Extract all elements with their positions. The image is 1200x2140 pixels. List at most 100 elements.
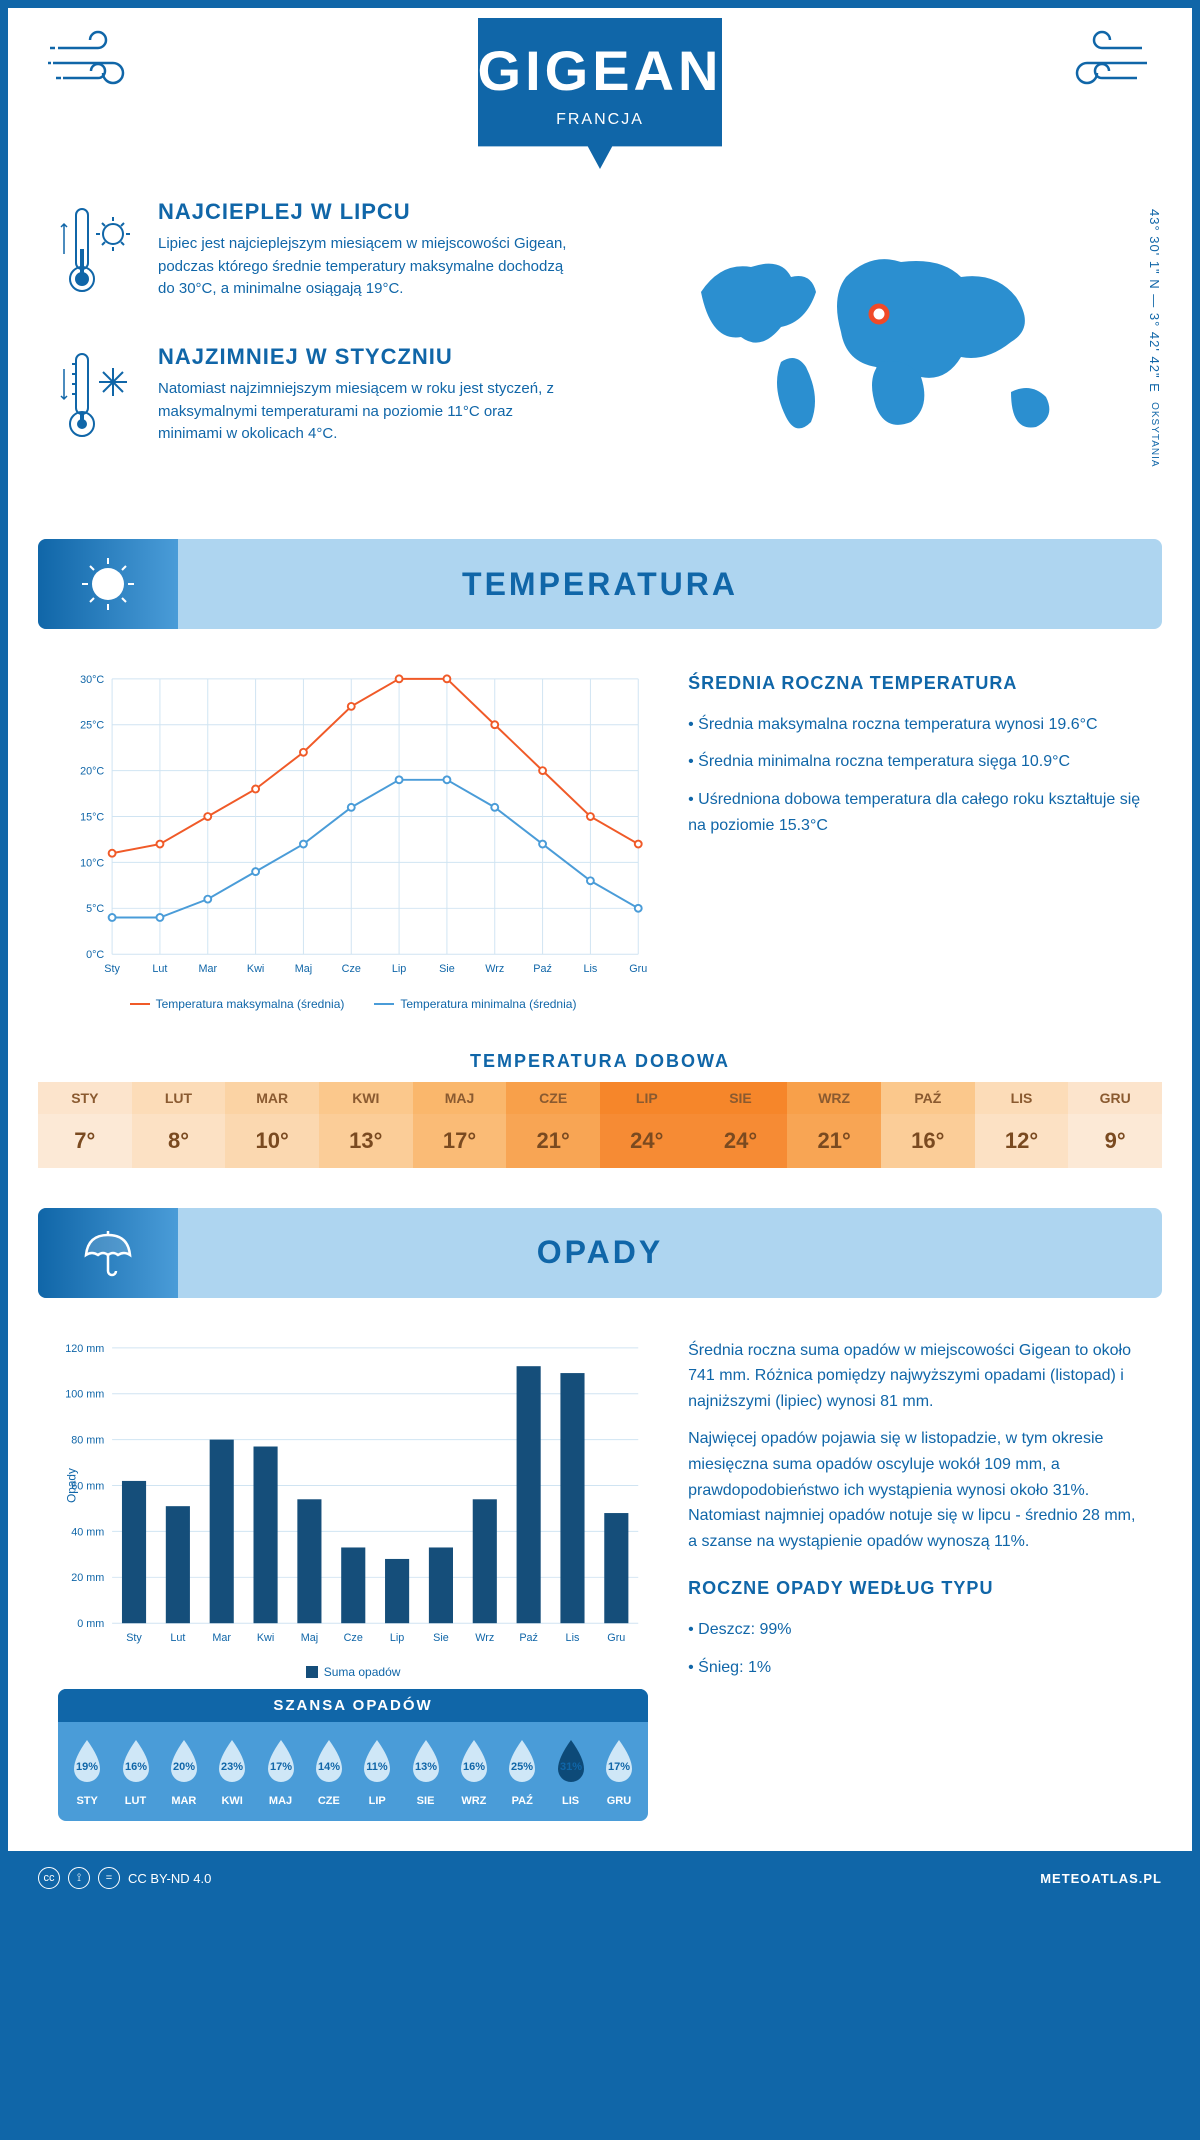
- rain-drop: 17% MAJ: [256, 1736, 304, 1807]
- svg-text:80 mm: 80 mm: [71, 1434, 104, 1446]
- avg-temp-b1: • Średnia maksymalna roczna temperatura …: [688, 712, 1142, 738]
- umbrella-icon: [38, 1208, 178, 1298]
- svg-text:Lip: Lip: [390, 1632, 404, 1644]
- svg-text:Lis: Lis: [584, 963, 598, 975]
- thermometer-cold-icon: [58, 344, 138, 459]
- svg-text:25°C: 25°C: [80, 720, 104, 732]
- avg-temp-title: ŚREDNIA ROCZNA TEMPERATURA: [688, 669, 1142, 698]
- rain-drop: 19% STY: [63, 1736, 111, 1807]
- wind-icon: [48, 18, 168, 113]
- svg-text:30°C: 30°C: [80, 674, 104, 686]
- svg-text:13%: 13%: [415, 1761, 437, 1773]
- license-label: CC BY-ND 4.0: [128, 1871, 211, 1886]
- rain-legend: Suma opadów: [58, 1665, 648, 1679]
- svg-text:5°C: 5°C: [86, 903, 104, 915]
- hot-text: Lipiec jest najcieplejszym miesiącem w m…: [158, 233, 580, 301]
- daily-cell: LIP 24°: [600, 1082, 694, 1168]
- page-header: GIGEAN FRANCJA: [478, 18, 723, 169]
- svg-text:19%: 19%: [76, 1761, 98, 1773]
- svg-text:Cze: Cze: [342, 963, 361, 975]
- site-label: METEOATLAS.PL: [1040, 1871, 1162, 1886]
- svg-text:31%: 31%: [560, 1761, 582, 1773]
- svg-text:Lis: Lis: [566, 1632, 580, 1644]
- svg-text:Sie: Sie: [433, 1632, 449, 1644]
- rain-drop: 31% LIS: [546, 1736, 594, 1807]
- svg-text:Sty: Sty: [104, 963, 120, 975]
- svg-text:Sty: Sty: [126, 1632, 142, 1644]
- svg-text:20 mm: 20 mm: [71, 1572, 104, 1584]
- coordinates: 43° 30' 1" N — 3° 42' 42" E OKSYTANIA: [1147, 209, 1162, 468]
- rain-drop: 13% SIE: [401, 1736, 449, 1807]
- avg-temp-b2: • Średnia minimalna roczna temperatura s…: [688, 749, 1142, 775]
- svg-text:Wrz: Wrz: [475, 1632, 494, 1644]
- daily-cell: LIS 12°: [975, 1082, 1069, 1168]
- svg-text:23%: 23%: [221, 1761, 243, 1773]
- daily-temp-table: STY 7° LUT 8° MAR 10° KWI 13° MAJ 17° CZ…: [38, 1082, 1162, 1168]
- rain-type-title: ROCZNE OPADY WEDŁUG TYPU: [688, 1574, 1142, 1603]
- rain-p1: Średnia roczna suma opadów w miejscowośc…: [688, 1338, 1142, 1415]
- city-title: GIGEAN: [478, 38, 723, 103]
- svg-text:Wrz: Wrz: [485, 963, 504, 975]
- svg-text:Paź: Paź: [533, 963, 552, 975]
- country-label: FRANCJA: [478, 111, 723, 129]
- daily-cell: SIE 24°: [694, 1082, 788, 1168]
- svg-text:25%: 25%: [511, 1761, 533, 1773]
- rain-drop: 14% CZE: [305, 1736, 353, 1807]
- svg-text:Opady: Opady: [65, 1468, 79, 1503]
- rain-drop: 25% PAŹ: [498, 1736, 546, 1807]
- cc-icon: cc: [38, 1867, 60, 1889]
- svg-text:Mar: Mar: [212, 1632, 231, 1644]
- daily-cell: CZE 21°: [506, 1082, 600, 1168]
- svg-text:17%: 17%: [608, 1761, 630, 1773]
- hot-month-block: NAJCIEPLEJ W LIPCU Lipiec jest najcieple…: [58, 199, 580, 314]
- precipitation-bar-chart: 0 mm20 mm40 mm60 mm80 mm100 mm120 mmStyL…: [58, 1338, 648, 1653]
- svg-text:120 mm: 120 mm: [65, 1342, 104, 1354]
- cold-month-block: NAJZIMNIEJ W STYCZNIU Natomiast najzimni…: [58, 344, 580, 459]
- rain-drop: 16% LUT: [111, 1736, 159, 1807]
- rain-p2: Najwięcej opadów pojawia się w listopadz…: [688, 1426, 1142, 1554]
- thermometer-hot-icon: [58, 199, 138, 314]
- cold-text: Natomiast najzimniejszym miesiącem w rok…: [158, 378, 580, 446]
- svg-text:40 mm: 40 mm: [71, 1526, 104, 1538]
- section-precipitation: OPADY: [38, 1208, 1162, 1298]
- svg-text:Paź: Paź: [519, 1632, 538, 1644]
- daily-cell: MAJ 17°: [413, 1082, 507, 1168]
- by-icon: ⟟: [68, 1867, 90, 1889]
- svg-text:Maj: Maj: [295, 963, 312, 975]
- svg-text:16%: 16%: [463, 1761, 485, 1773]
- rain-type-rain: • Deszcz: 99%: [688, 1617, 1142, 1643]
- svg-text:11%: 11%: [366, 1761, 388, 1773]
- daily-temp-title: TEMPERATURA DOBOWA: [8, 1051, 1192, 1072]
- nd-icon: =: [98, 1867, 120, 1889]
- rain-drop: 20% MAR: [160, 1736, 208, 1807]
- svg-text:Sie: Sie: [439, 963, 455, 975]
- daily-cell: LUT 8°: [132, 1082, 226, 1168]
- rain-drop: 16% WRZ: [450, 1736, 498, 1807]
- sun-icon: [38, 539, 178, 629]
- rain-drop: 17% GRU: [595, 1736, 643, 1807]
- svg-text:Cze: Cze: [344, 1632, 363, 1644]
- svg-text:100 mm: 100 mm: [65, 1388, 104, 1400]
- svg-text:15°C: 15°C: [80, 811, 104, 823]
- rain-type-snow: • Śnieg: 1%: [688, 1655, 1142, 1681]
- page-footer: cc ⟟ = CC BY-ND 4.0 METEOATLAS.PL: [8, 1851, 1192, 1905]
- daily-cell: KWI 13°: [319, 1082, 413, 1168]
- daily-cell: GRU 9°: [1068, 1082, 1162, 1168]
- svg-text:Lip: Lip: [392, 963, 406, 975]
- svg-text:20%: 20%: [173, 1761, 195, 1773]
- rain-chance-block: SZANSA OPADÓW 19% STY 16% LUT 20% MAR 23…: [58, 1689, 648, 1821]
- svg-text:Lut: Lut: [170, 1632, 185, 1644]
- svg-text:10°C: 10°C: [80, 857, 104, 869]
- svg-text:Gru: Gru: [607, 1632, 625, 1644]
- svg-text:20°C: 20°C: [80, 766, 104, 778]
- daily-cell: WRZ 21°: [787, 1082, 881, 1168]
- temperature-line-chart: 0°C 5°C 10°C 15°C 20°C 25°C 30°C Sty Lut Mar Kwi Ma…: [58, 669, 648, 984]
- svg-text:Mar: Mar: [198, 963, 217, 975]
- daily-cell: STY 7°: [38, 1082, 132, 1168]
- wind-icon: [1032, 18, 1152, 113]
- svg-text:Lut: Lut: [152, 963, 167, 975]
- svg-text:Kwi: Kwi: [247, 963, 264, 975]
- svg-text:0°C: 0°C: [86, 949, 104, 961]
- rain-drop: 23% KWI: [208, 1736, 256, 1807]
- avg-temp-b3: • Uśredniona dobowa temperatura dla całe…: [688, 787, 1142, 838]
